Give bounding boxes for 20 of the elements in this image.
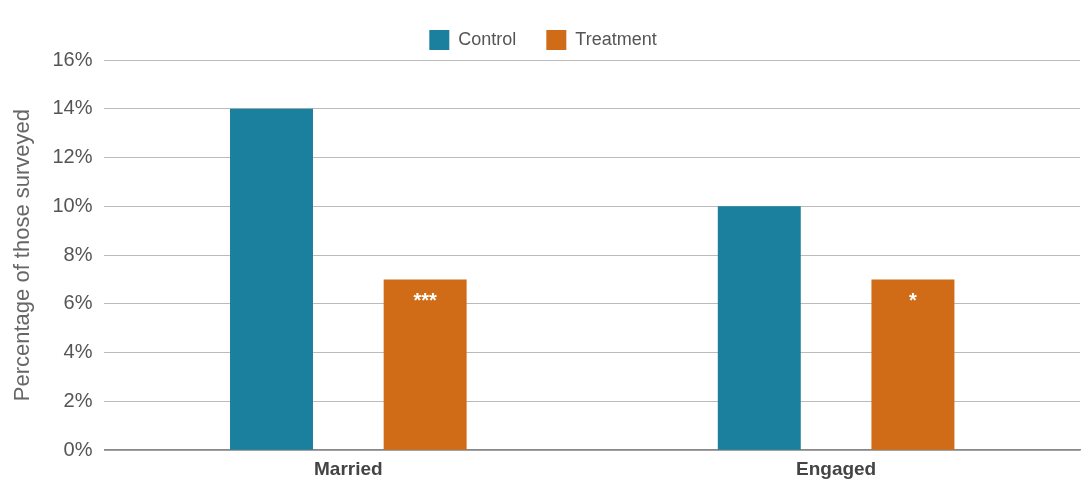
bar [871,279,955,450]
y-tick-label: 8% [63,242,93,265]
y-tick-label: 12% [52,145,93,168]
y-tick-label: 4% [63,340,93,363]
y-tick-label: 16% [52,47,93,70]
legend-label: Control [458,28,517,49]
bar [383,279,467,450]
x-tick-label: Engaged [795,457,877,479]
y-tick-label: 2% [63,388,93,411]
y-axis-title: Percentage of those surveyed [9,108,35,402]
bar [717,206,801,450]
annotation: *** [413,289,438,311]
y-tick-label: 6% [63,291,93,314]
x-tick-label: Married [314,457,383,479]
legend-label: Treatment [575,28,657,49]
y-tick-label: 14% [52,96,93,119]
bar [230,108,313,450]
y-tick-label: 0% [63,437,93,460]
y-tick-label: 10% [52,193,93,216]
annotation: * [909,289,918,311]
